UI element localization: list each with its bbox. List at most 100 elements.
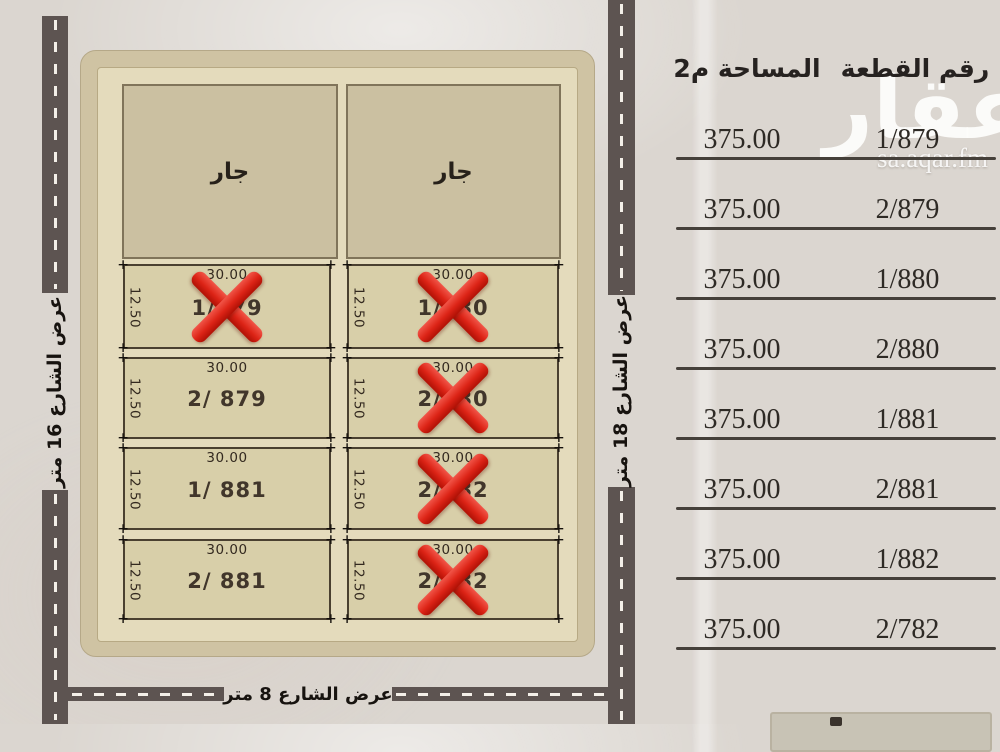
area-value: 375.00 (703, 124, 781, 155)
table-row: 375.00 1/879 (660, 105, 1000, 175)
row-divider (676, 577, 996, 580)
plot-width-label: 30.00 (206, 450, 248, 466)
plot-number-value: 1/880 (875, 264, 940, 295)
table-row: 375.00 2/880 (660, 315, 1000, 385)
corner-mark-icon: + (325, 530, 336, 550)
land-subdivision-diagram: جار جار + + + + 30.00 12.50 1/879 + + + … (42, 0, 1000, 752)
corner-mark-icon: + (342, 338, 353, 358)
area-value: 375.00 (703, 264, 781, 295)
street-middle-upper-segment (608, 0, 635, 295)
plot-number-value: 2/879 (875, 194, 940, 225)
corner-mark-icon: + (553, 609, 564, 629)
row-divider (676, 507, 996, 510)
plot-1-881: + + + + 30.00 12.50 1/ 881 (118, 440, 336, 538)
plot-width-label: 30.00 (432, 360, 474, 376)
plot-2-882: + + + + 30.00 12.50 2/882 (342, 440, 564, 538)
row-divider (676, 297, 996, 300)
plot-2-782: + + + + 30.00 12.50 2/782 (342, 532, 564, 628)
plot-number-value: 2/880 (875, 334, 940, 365)
street-bottom-left-segment (68, 687, 224, 701)
plot-number-value: 1/882 (875, 544, 940, 575)
street-middle-label: عرض الشارع 18 متر (610, 294, 633, 488)
corner-mark-icon: + (118, 438, 129, 458)
corner-mark-icon: + (553, 338, 564, 358)
area-value: 375.00 (703, 474, 781, 505)
plot-2-881: + + + + 30.00 12.50 2/ 881 (118, 532, 336, 628)
row-divider (676, 157, 996, 160)
plot-width-label: 30.00 (206, 267, 248, 283)
corner-mark-icon: + (342, 428, 353, 448)
row-divider (676, 437, 996, 440)
corner-mark-icon: + (325, 255, 336, 275)
corner-mark-icon: + (553, 438, 564, 458)
corner-mark-icon: + (118, 255, 129, 275)
corner-mark-icon: + (118, 530, 129, 550)
plot-number: 1/ 881 (187, 477, 267, 502)
corner-mark-icon: + (325, 428, 336, 448)
corner-mark-icon: + (325, 519, 336, 539)
street-left-label: عرض الشارع 16 متر (44, 295, 67, 488)
plot-number: 2/ 879 (187, 387, 267, 411)
neighbor-label: جار (210, 158, 250, 185)
neighbor-label: جار (434, 158, 473, 185)
corner-mark-icon: + (342, 255, 353, 275)
header-plot-number: رقم القطعة (840, 54, 990, 83)
corner-mark-icon: + (553, 428, 564, 448)
plot-width-label: 30.00 (432, 450, 474, 466)
corner-mark-icon: + (118, 338, 129, 358)
table-row: 375.00 1/881 (660, 385, 1000, 455)
corner-mark-icon: + (553, 530, 564, 550)
plots-table: 375.00 1/879 375.00 2/879 375.00 1/880 3… (660, 105, 1000, 665)
street-bottom-label: عرض الشارع 8 متر (223, 683, 393, 705)
table-row: 375.00 1/880 (660, 245, 1000, 315)
corner-mark-icon: + (325, 609, 336, 629)
plot-number-value: 2/881 (875, 474, 940, 505)
corner-mark-icon: + (118, 348, 129, 368)
area-value: 375.00 (703, 194, 781, 225)
corner-mark-icon: + (118, 519, 129, 539)
plot-1-879: + + + + 30.00 12.50 1/879 (118, 257, 336, 357)
corner-mark-icon: + (553, 519, 564, 539)
table-row: 375.00 2/881 (660, 455, 1000, 525)
neighbor-block-left: جار (122, 84, 338, 259)
street-bottom-right-segment (392, 687, 611, 701)
plot-2-879: + + + + 30.00 12.50 2/ 879 (118, 350, 336, 447)
area-value: 375.00 (703, 614, 781, 645)
plot-width-label: 30.00 (432, 542, 474, 558)
plot-number-value: 1/879 (875, 124, 940, 155)
corner-mark-icon: + (118, 609, 129, 629)
plot-1-880: + + + + 30.00 12.50 1/880 (342, 257, 564, 357)
area-value: 375.00 (703, 334, 781, 365)
corner-mark-icon: + (118, 428, 129, 448)
corner-mark-icon: + (342, 519, 353, 539)
table-row: 375.00 2/782 (660, 595, 1000, 665)
street-left-lower-segment (42, 490, 68, 724)
header-area: المساحة م2 (673, 54, 821, 83)
corner-mark-icon: + (325, 338, 336, 358)
plot-width-label: 30.00 (206, 360, 248, 376)
corner-mark-icon: + (342, 438, 353, 458)
corner-mark-icon: + (342, 609, 353, 629)
table-header: المساحة م2 رقم القطعة (660, 48, 1000, 90)
street-left-upper-segment (42, 16, 68, 293)
corner-mark-icon: + (342, 348, 353, 368)
table-row: 375.00 1/882 (660, 525, 1000, 595)
plot-number: 2/ 881 (187, 568, 267, 593)
plot-width-label: 30.00 (206, 542, 248, 558)
area-value: 375.00 (703, 404, 781, 435)
row-divider (676, 367, 996, 370)
row-divider (676, 227, 996, 230)
corner-mark-icon: + (553, 348, 564, 368)
corner-mark-icon: + (553, 255, 564, 275)
area-value: 375.00 (703, 544, 781, 575)
corner-mark-icon: + (325, 438, 336, 458)
plot-number-value: 1/881 (875, 404, 940, 435)
corner-mark-icon: + (342, 530, 353, 550)
neighbor-block-right: جار (346, 84, 561, 259)
plot-2-880: + + + + 30.00 12.50 2/880 (342, 350, 564, 447)
table-row: 375.00 2/879 (660, 175, 1000, 245)
row-divider (676, 647, 996, 650)
corner-mark-icon: + (325, 348, 336, 368)
plot-width-label: 30.00 (432, 267, 474, 283)
cutoff-panel (770, 712, 992, 752)
